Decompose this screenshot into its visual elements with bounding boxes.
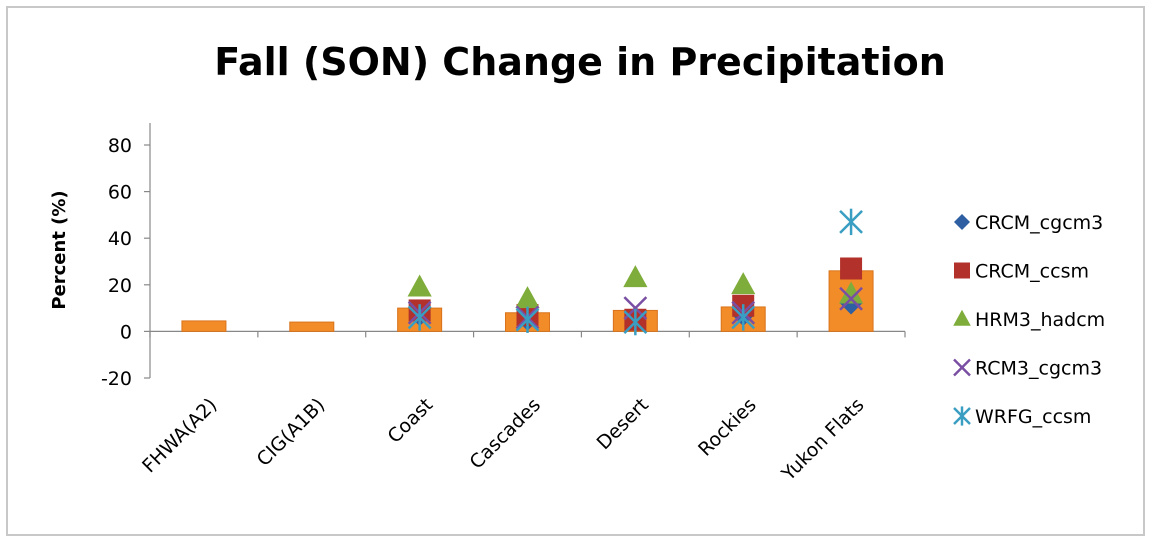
- y-axis-label: Percent (%): [49, 190, 70, 309]
- data-point: [731, 304, 756, 331]
- x-tick-label: Rockies: [694, 394, 761, 461]
- legend-marker: [954, 262, 970, 279]
- data-point: [731, 272, 756, 295]
- data-point: [515, 286, 540, 309]
- x-tick-labels: FHWA(A2) CIG(A1B) Coast Cascades Desert Rocki…: [138, 394, 868, 486]
- data-point: [407, 274, 432, 297]
- data-point: [838, 281, 864, 304]
- legend-label: HRM3_hadcm: [975, 309, 1105, 331]
- data-point: [623, 265, 648, 288]
- legend-item: RCM3_cgcm3: [953, 358, 1102, 380]
- legend-label: CRCM_ccsm: [975, 261, 1089, 283]
- data-point: [407, 304, 432, 331]
- marker-stroke: [839, 286, 863, 311]
- series-markers: [407, 208, 864, 336]
- y-tick-label: 0: [120, 321, 132, 343]
- legend-marker: [953, 358, 971, 377]
- chart-title: Fall (SON) Change in Precipitation: [214, 40, 946, 84]
- data-point: [839, 208, 863, 236]
- y-tick-label: 60: [108, 182, 132, 204]
- bar: [289, 321, 335, 332]
- legend-label: CRCM_cgcm3: [975, 212, 1103, 234]
- legend-item: CRCM_cgcm3: [954, 212, 1103, 234]
- data-point: [839, 286, 863, 311]
- marker-stroke: [953, 358, 971, 377]
- x-tick-label: Coast: [384, 394, 438, 448]
- legend-marker: [953, 309, 971, 326]
- data-point: [840, 257, 863, 280]
- legend-marker: [953, 406, 971, 426]
- y-axis: -20 0 20 40 60 80: [101, 123, 151, 390]
- legend-item: HRM3_hadcm: [953, 309, 1105, 331]
- data-point: [515, 306, 540, 333]
- data-point: [623, 308, 648, 336]
- y-tick-label: -20: [101, 368, 132, 390]
- legend-marker: [954, 214, 970, 230]
- legend: CRCM_cgcm3 CRCM_ccsm HRM3_hadcm RCM3_cgcm3 W…: [953, 212, 1105, 428]
- legend-item: WRFG_ccsm: [953, 406, 1091, 428]
- legend-label: RCM3_cgcm3: [975, 358, 1102, 380]
- x-tick-label: Yukon Flats: [777, 394, 869, 486]
- x-tick-label: Desert: [593, 394, 653, 454]
- y-tick-label: 20: [108, 275, 132, 297]
- x-tick-label: CIG(A1B): [253, 394, 330, 471]
- x-tick-label: FHWA(A2): [138, 394, 221, 477]
- y-tick-label: 80: [108, 135, 132, 157]
- y-tick-label: 40: [108, 228, 132, 250]
- bar: [181, 320, 227, 332]
- legend-label: WRFG_ccsm: [975, 406, 1091, 428]
- legend-item: CRCM_ccsm: [954, 261, 1089, 283]
- x-tick-label: Cascades: [465, 394, 545, 474]
